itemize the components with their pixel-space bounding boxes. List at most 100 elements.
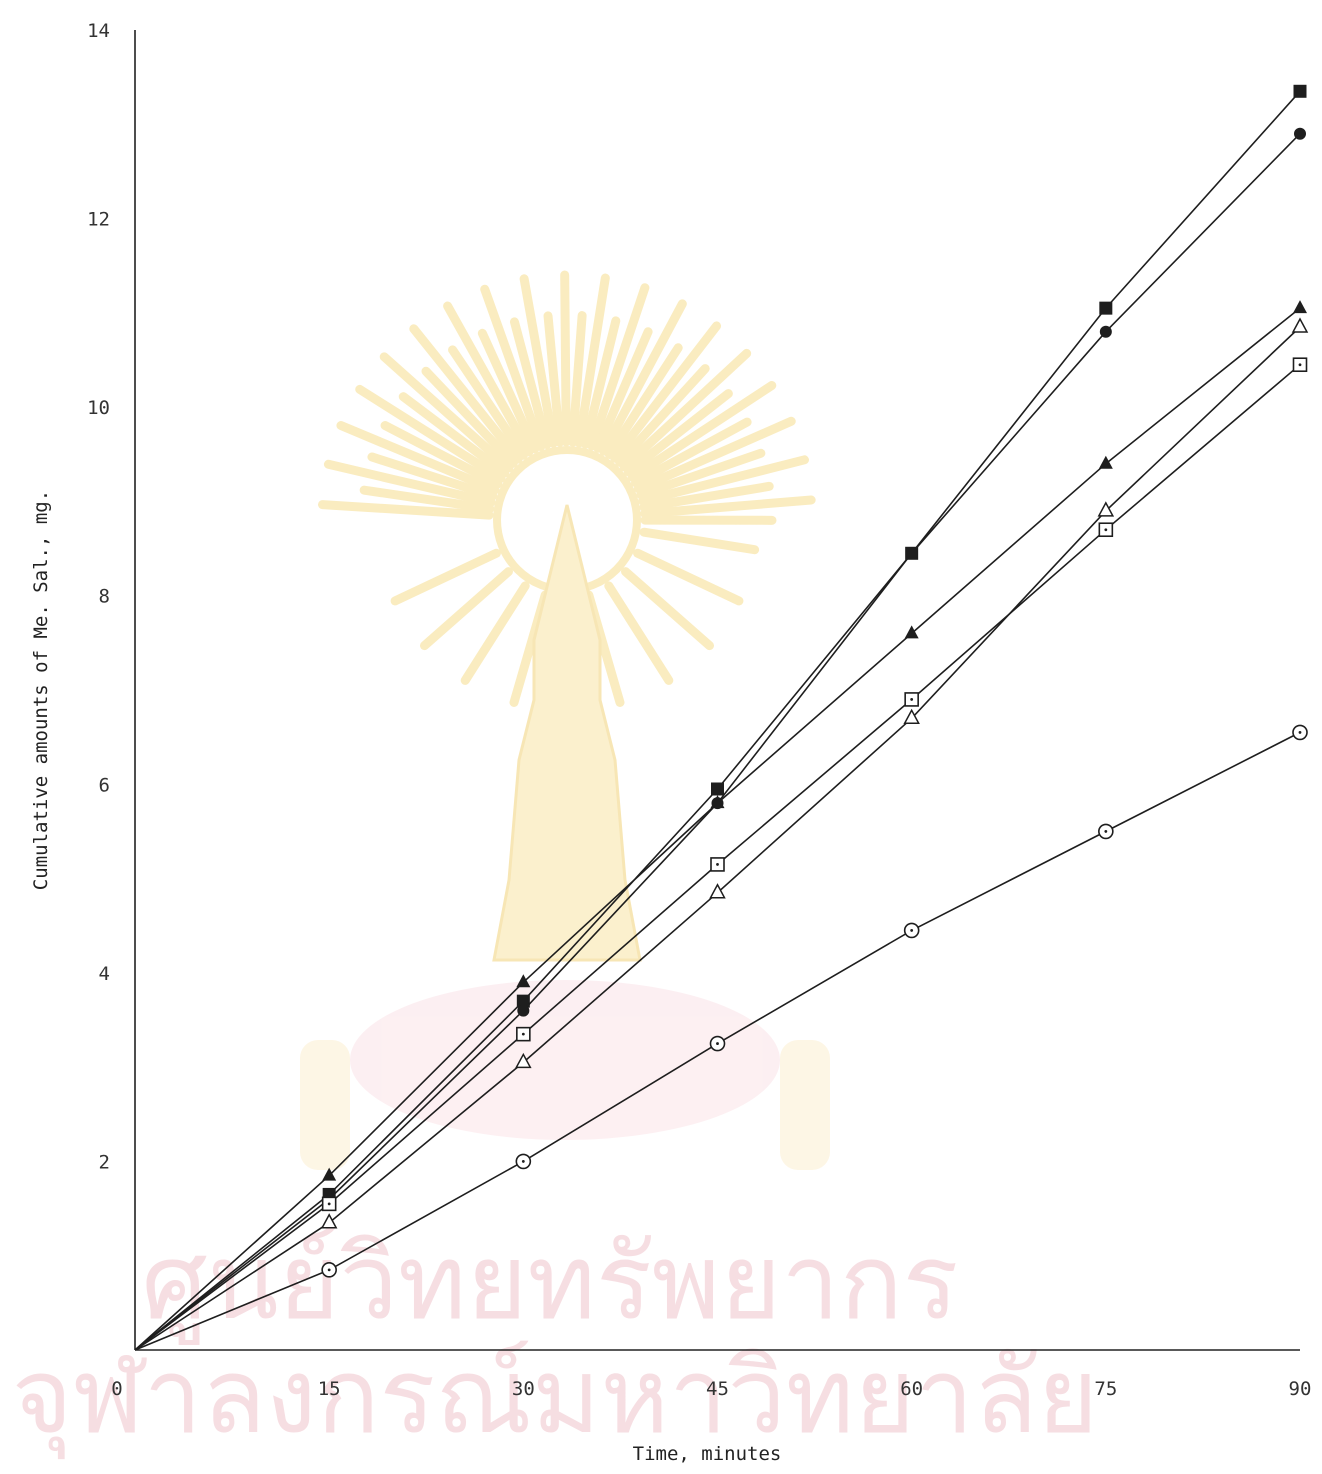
data-point-dot [716, 863, 719, 866]
emblem-ray [633, 548, 744, 606]
y-tick-label: 6 [99, 774, 110, 796]
emblem-tassel-right [780, 1040, 830, 1170]
data-point [905, 547, 918, 560]
data-point-dot [716, 1042, 719, 1045]
emblem-ray [640, 495, 816, 519]
x-axis-title: Time, minutes [633, 1443, 782, 1465]
origin-tick-label: 0 [111, 1378, 122, 1400]
watermark-line-2: จุฬาลงกรณ์มหาวิทยาลัย [12, 1335, 1099, 1460]
emblem-ray [419, 567, 513, 651]
y-tick-label: 8 [99, 586, 110, 608]
emblem-ray [604, 343, 683, 459]
emblem-ray [519, 274, 558, 448]
y-tick-label: 2 [99, 1151, 110, 1173]
data-point [903, 708, 920, 725]
data-point [516, 974, 531, 988]
y-tick-label: 10 [87, 397, 110, 419]
y-tick-labels: 2 4 6 8 10 12 14 [87, 20, 110, 1173]
emblem-ray [619, 348, 752, 472]
emblem-ray [621, 567, 715, 651]
emblem-ray [448, 345, 528, 460]
data-point [904, 625, 919, 639]
emblem-ray [355, 384, 506, 483]
emblem-ray [604, 581, 674, 685]
data-point [1099, 325, 1112, 338]
data-point [711, 782, 724, 796]
data-point [710, 795, 725, 809]
data-point-dot [910, 929, 914, 932]
emblem-ray [623, 389, 733, 477]
y-tick-label: 12 [87, 209, 110, 231]
data-point-dot [521, 1032, 525, 1036]
emblem-ray [477, 328, 540, 454]
data-point [322, 1167, 337, 1181]
emblem-ray [581, 316, 621, 449]
data-point-dot [1298, 363, 1302, 367]
emblem-cushion [350, 980, 780, 1140]
data-point [1097, 501, 1115, 517]
emblem-ray [568, 311, 587, 447]
data-point [709, 883, 726, 899]
emblem-ray [610, 321, 722, 463]
x-tick-label: 60 [900, 1378, 923, 1400]
watermark-line-1: ศูนย์วิทยทรัพยากร [141, 1221, 958, 1346]
data-point [515, 1052, 532, 1069]
emblem-ray [443, 301, 534, 457]
x-tick-label: 45 [706, 1378, 729, 1400]
emblem-ray [639, 527, 760, 555]
data-point [517, 1004, 530, 1017]
emblem-ray [379, 352, 514, 473]
data-point [1294, 127, 1306, 140]
emblem-ray [574, 273, 610, 448]
emblem-ray [639, 481, 774, 512]
watermark: ศูนย์วิทยทรัพยากร จุฬาลงกรณ์มหาวิทยาลัย [12, 270, 1099, 1460]
x-tick-label: 90 [1289, 1378, 1312, 1400]
emblem-ray [587, 283, 650, 451]
data-point-dot [327, 1202, 331, 1206]
data-point [1293, 300, 1307, 314]
emblem-ray [380, 421, 503, 489]
emblem-ray [633, 416, 796, 494]
data-point-dot [910, 698, 914, 701]
data-point [1098, 455, 1113, 469]
data-point-dot [1104, 830, 1108, 833]
data-point [1291, 317, 1309, 333]
data-point-dot [521, 1160, 525, 1163]
emblem-ray [627, 380, 777, 482]
emblem-ray [509, 317, 552, 450]
emblem-ray [480, 284, 546, 452]
emblem-ray [323, 459, 496, 507]
series-layer [134, 84, 1309, 1351]
axes: 0 [111, 30, 1300, 1400]
series-open-triangle [134, 317, 1309, 1351]
emblem-ray [336, 421, 500, 495]
emblem-ray [560, 270, 571, 447]
data-point-dot [1298, 731, 1302, 734]
emblem-ray [599, 299, 687, 456]
emblem-tower [492, 504, 642, 962]
data-point-dot [327, 1268, 331, 1272]
emblem-ray [615, 364, 710, 467]
x-tick-label: 30 [512, 1378, 535, 1400]
y-tick-label: 4 [99, 963, 110, 985]
emblem-ray [543, 311, 565, 447]
data-point [320, 1213, 338, 1229]
data-point [1293, 84, 1307, 98]
emblem-ray [421, 366, 518, 468]
y-axis-title: Cumulative amounts of Me. Sal., mg. [30, 490, 52, 890]
x-tick-labels: 15 30 45 60 75 90 [318, 1378, 1312, 1400]
emblem-ray [460, 581, 530, 685]
emblem-ray [631, 417, 752, 488]
series-filled-triangle [134, 300, 1307, 1351]
emblem-ray [359, 485, 495, 514]
university-emblem-watermark [300, 270, 830, 1170]
y-tick-label: 14 [87, 20, 110, 42]
data-point-dot [1104, 528, 1108, 532]
series-open-circle [134, 724, 1308, 1351]
x-tick-label: 15 [318, 1378, 341, 1400]
emblem-ray [593, 327, 653, 453]
emblem-ray [367, 452, 498, 501]
emblem-ray [638, 455, 809, 506]
emblem-ray [317, 500, 494, 520]
